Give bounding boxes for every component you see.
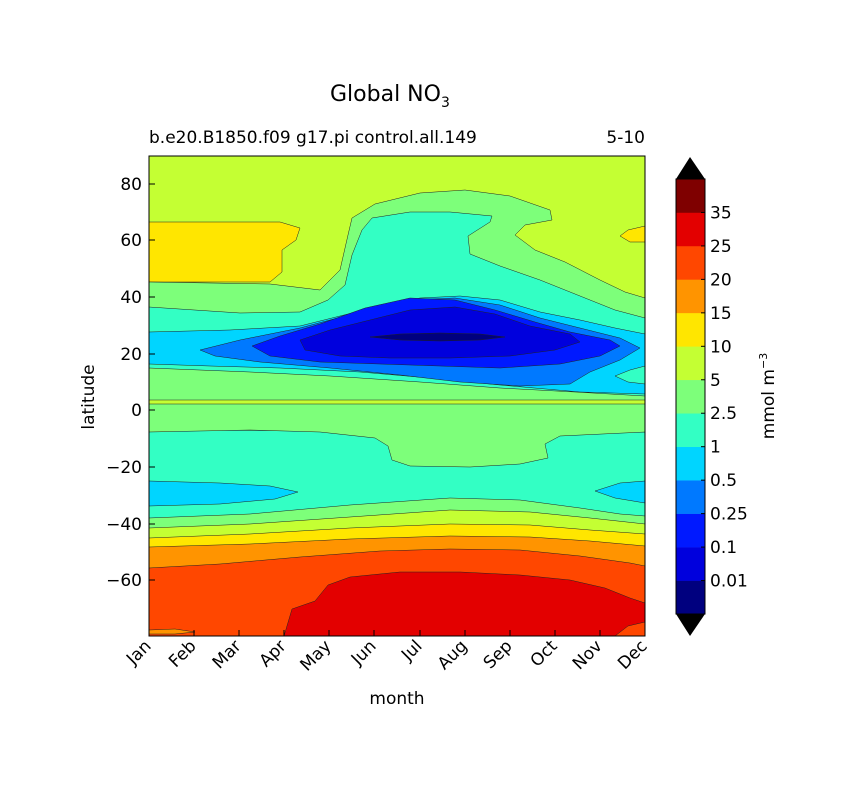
colorbar-level-label: 10 — [710, 337, 732, 357]
x-tick-label: May — [297, 636, 336, 675]
colorbar-level-label: 0.25 — [710, 505, 748, 525]
contour-north-0.01-0.1 — [299, 306, 581, 359]
y-tick-label: 80 — [120, 175, 142, 195]
colorbar-segment — [676, 580, 705, 615]
colorbar-labels: 0.01 0.1 0.25 0.5 1 2.5 5 10 15 20 25 35 — [701, 203, 748, 592]
colorbar-level-label: 25 — [710, 237, 732, 257]
colorbar-segment — [676, 346, 705, 381]
plot-frame — [148, 155, 646, 637]
x-tick-label: Dec — [614, 636, 651, 673]
colorbar-label: mmol m−3 — [757, 353, 779, 439]
colorbar-frame — [675, 178, 706, 615]
colorbar-level-label: 20 — [710, 270, 732, 290]
colorbar-label-exponent: −3 — [757, 353, 770, 369]
chart-title-subscript: 3 — [441, 95, 450, 111]
colorbar-segment — [676, 279, 705, 314]
year-range: 5-10 — [606, 128, 645, 148]
colorbar-level-label: 0.5 — [710, 471, 737, 491]
contour-equator-2.5-5 — [148, 403, 646, 468]
y-tick-label: 20 — [120, 345, 142, 365]
colorbar-segment — [676, 547, 705, 581]
y-tick-label: −20 — [106, 458, 142, 478]
colorbar-level-label: 15 — [710, 304, 732, 324]
x-tick-label: Feb — [165, 636, 200, 671]
x-tick-label: Mar — [209, 636, 246, 673]
y-axis: 80 60 40 20 0 −20 −40 −60 latitude — [79, 175, 155, 591]
colorbar-segment — [676, 312, 705, 347]
colorbar-segment — [676, 480, 705, 514]
contour-south-25-35 — [283, 571, 646, 637]
x-axis: Jan Feb Mar Apr May Jun Jul Aug Sep Oct … — [122, 630, 652, 709]
x-tick-label: Nov — [569, 636, 607, 674]
colorbar-level-label: 35 — [710, 203, 732, 223]
x-tick-label: Oct — [527, 636, 562, 671]
colorbar-segments — [676, 179, 705, 615]
colorbar-extend-min — [676, 614, 705, 636]
colorbar-segment — [676, 379, 705, 414]
case-name: b.e20.B1850.f09 g17.pi control.all.149 — [149, 128, 477, 148]
y-tick-label: −40 — [106, 515, 142, 535]
x-tick-label: Jun — [347, 636, 381, 670]
plot-area — [148, 155, 646, 637]
x-tick-label: Jan — [122, 636, 155, 669]
y-tick-label: 0 — [131, 401, 142, 421]
x-tick-label: Aug — [434, 636, 472, 674]
y-axis-label: latitude — [79, 364, 99, 429]
y-tick-label: −60 — [106, 571, 142, 591]
colorbar-level-label: 1 — [710, 438, 721, 458]
colorbar-level-label: 0.01 — [710, 572, 748, 592]
colorbar: 0.01 0.1 0.25 0.5 1 2.5 5 10 15 20 25 35 mmol m−3 — [675, 157, 779, 636]
colorbar-level-label: 2.5 — [710, 404, 737, 424]
contour-south-0.5-1-west — [148, 480, 299, 507]
colorbar-segment — [676, 446, 705, 481]
x-tick-label: Sep — [480, 636, 517, 673]
y-tick-label: 40 — [120, 288, 142, 308]
colorbar-segment — [676, 413, 705, 447]
colorbar-segment — [676, 245, 705, 280]
colorbar-extend-max — [676, 157, 705, 179]
colorbar-segment — [676, 212, 705, 247]
x-tick-label: Jul — [397, 636, 426, 665]
colorbar-level-label: 0.1 — [710, 538, 737, 558]
colorbar-label-main: mmol m — [759, 369, 779, 439]
contour-north-winter-10-15 — [148, 221, 301, 283]
colorbar-segment — [676, 179, 705, 213]
chart-title: Global NO3 — [330, 82, 450, 111]
colorbar-level-label: 5 — [710, 371, 721, 391]
x-tick-label: Apr — [256, 636, 291, 671]
chart-title-main: Global NO — [330, 82, 441, 107]
x-axis-label: month — [369, 689, 424, 709]
contour-north-below-0.01 — [369, 332, 506, 342]
colorbar-segment — [676, 513, 705, 548]
y-tick-label: 60 — [120, 231, 142, 251]
